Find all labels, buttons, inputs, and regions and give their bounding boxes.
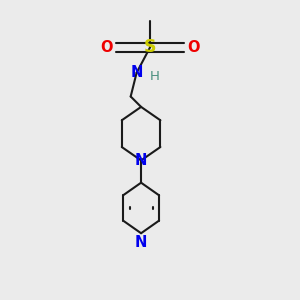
Text: H: H (150, 70, 160, 83)
Text: N: N (130, 65, 143, 80)
Text: N: N (135, 235, 147, 250)
Text: O: O (188, 40, 200, 55)
Text: S: S (144, 38, 156, 56)
Text: O: O (100, 40, 112, 55)
Text: N: N (135, 153, 147, 168)
